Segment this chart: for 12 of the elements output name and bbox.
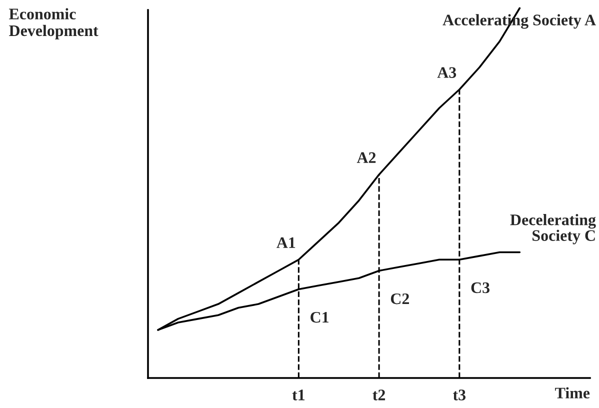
annotation: C3 bbox=[471, 282, 490, 294]
x-tick-label: t1 bbox=[292, 390, 305, 400]
annotation: A2 bbox=[356, 152, 376, 163]
series-label: Decelerating Society C bbox=[510, 214, 596, 244]
x-tick-label: t2 bbox=[372, 390, 386, 400]
x-tick-label: t3 bbox=[453, 390, 466, 400]
annotation: A1 bbox=[276, 237, 296, 248]
annotation: A3 bbox=[437, 67, 456, 78]
y-axis-title: Economic Development bbox=[9, 8, 98, 40]
annotation: C2 bbox=[390, 293, 409, 304]
x-axis-title: Time bbox=[555, 387, 590, 398]
annotation: C1 bbox=[310, 312, 328, 323]
